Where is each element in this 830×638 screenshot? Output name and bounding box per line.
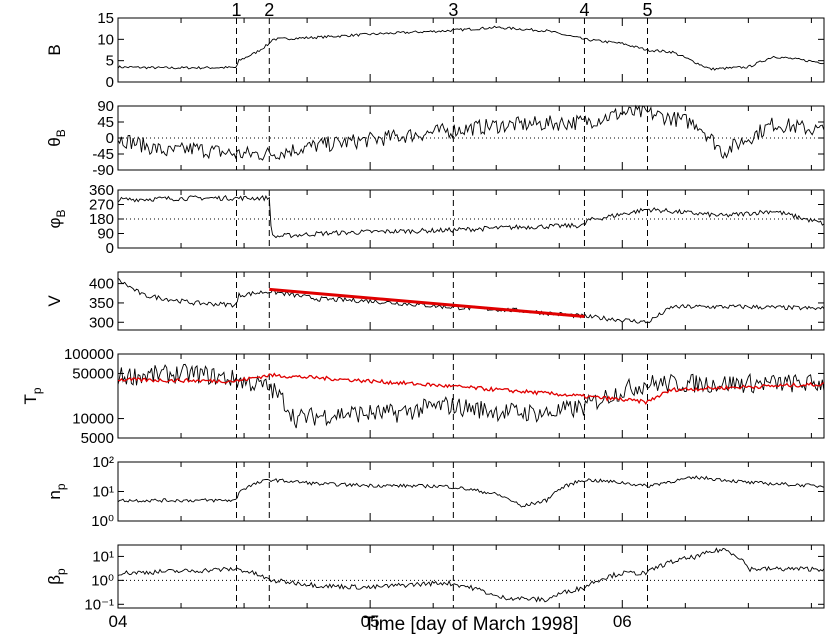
event-label: 2 <box>264 0 274 20</box>
y-axis-label: φB <box>45 209 68 228</box>
panel-4: 300 350 400 V <box>45 271 825 331</box>
y-tick-label: 350 <box>89 295 114 312</box>
event-label: 1 <box>231 0 241 20</box>
y-tick-label: 5000 <box>81 430 114 447</box>
y-tick-label: 10¹ <box>92 484 114 501</box>
y-tick-label: 300 <box>89 314 114 331</box>
x-axis-label: Time [day of March 1998] <box>364 614 579 635</box>
y-axis-label: θB <box>45 129 68 146</box>
y-tick-label: 90 <box>97 226 114 243</box>
event-label: 4 <box>579 0 589 20</box>
panel-frame <box>117 544 825 609</box>
panel-frame <box>117 17 825 83</box>
y-tick-label: 10¹ <box>92 548 114 565</box>
series-1 <box>117 475 825 508</box>
series-1 <box>117 104 825 161</box>
x-tick-label: 05 <box>361 612 380 631</box>
panel-frame <box>117 461 825 522</box>
panel-frame <box>117 353 825 439</box>
y-tick-label: 0 <box>106 74 114 91</box>
y-tick-label: 90 <box>97 98 114 115</box>
event-label: 3 <box>448 0 458 20</box>
y-tick-label: 10⁰ <box>91 513 114 530</box>
series-1 <box>117 547 825 603</box>
y-tick-label: 5 <box>106 53 114 70</box>
series-1 <box>117 363 825 429</box>
series-1 <box>117 277 825 324</box>
panel-frame <box>117 271 825 331</box>
y-tick-label: 0 <box>106 240 114 257</box>
y-tick-label: 270 <box>89 197 114 214</box>
y-tick-label: 10⁻¹ <box>84 596 114 613</box>
panel-5: 5000 10000 50000 100000 Tp <box>21 346 825 447</box>
y-axis-label: B <box>45 44 64 55</box>
y-tick-label: 100000 <box>64 346 114 363</box>
y-tick-label: 15 <box>97 10 114 27</box>
panel-7: 10⁻¹ 10⁰ 10¹ βp <box>45 544 825 613</box>
series-2 <box>117 372 825 406</box>
y-axis-label: βp <box>45 568 68 585</box>
y-tick-label: -45 <box>92 146 114 163</box>
y-tick-label: 10⁰ <box>91 572 114 589</box>
y-tick-label: 10 <box>97 31 114 48</box>
y-axis-label: Tp <box>21 387 44 404</box>
series-2 <box>269 287 585 318</box>
y-tick-label: 180 <box>89 211 114 228</box>
series-1 <box>117 194 825 239</box>
series-1 <box>117 25 825 71</box>
y-tick-label: 0 <box>106 130 114 147</box>
y-axis-label: np <box>45 483 68 499</box>
panel-6: 10⁰ 10¹ 10² np <box>45 454 825 530</box>
y-tick-label: 360 <box>89 182 114 199</box>
y-tick-label: 10000 <box>72 411 114 428</box>
event-label: 5 <box>642 0 652 20</box>
x-tick-label: 06 <box>613 612 632 631</box>
y-tick-label: -90 <box>92 162 114 179</box>
x-tick-label: 04 <box>109 612 128 631</box>
y-tick-label: 45 <box>97 114 114 131</box>
panel-1: 0 5 10 15 B <box>45 10 825 91</box>
y-axis-label: V <box>45 295 64 307</box>
y-tick-label: 400 <box>89 276 114 293</box>
y-tick-label: 50000 <box>72 365 114 382</box>
y-tick-label: 10² <box>92 454 114 471</box>
